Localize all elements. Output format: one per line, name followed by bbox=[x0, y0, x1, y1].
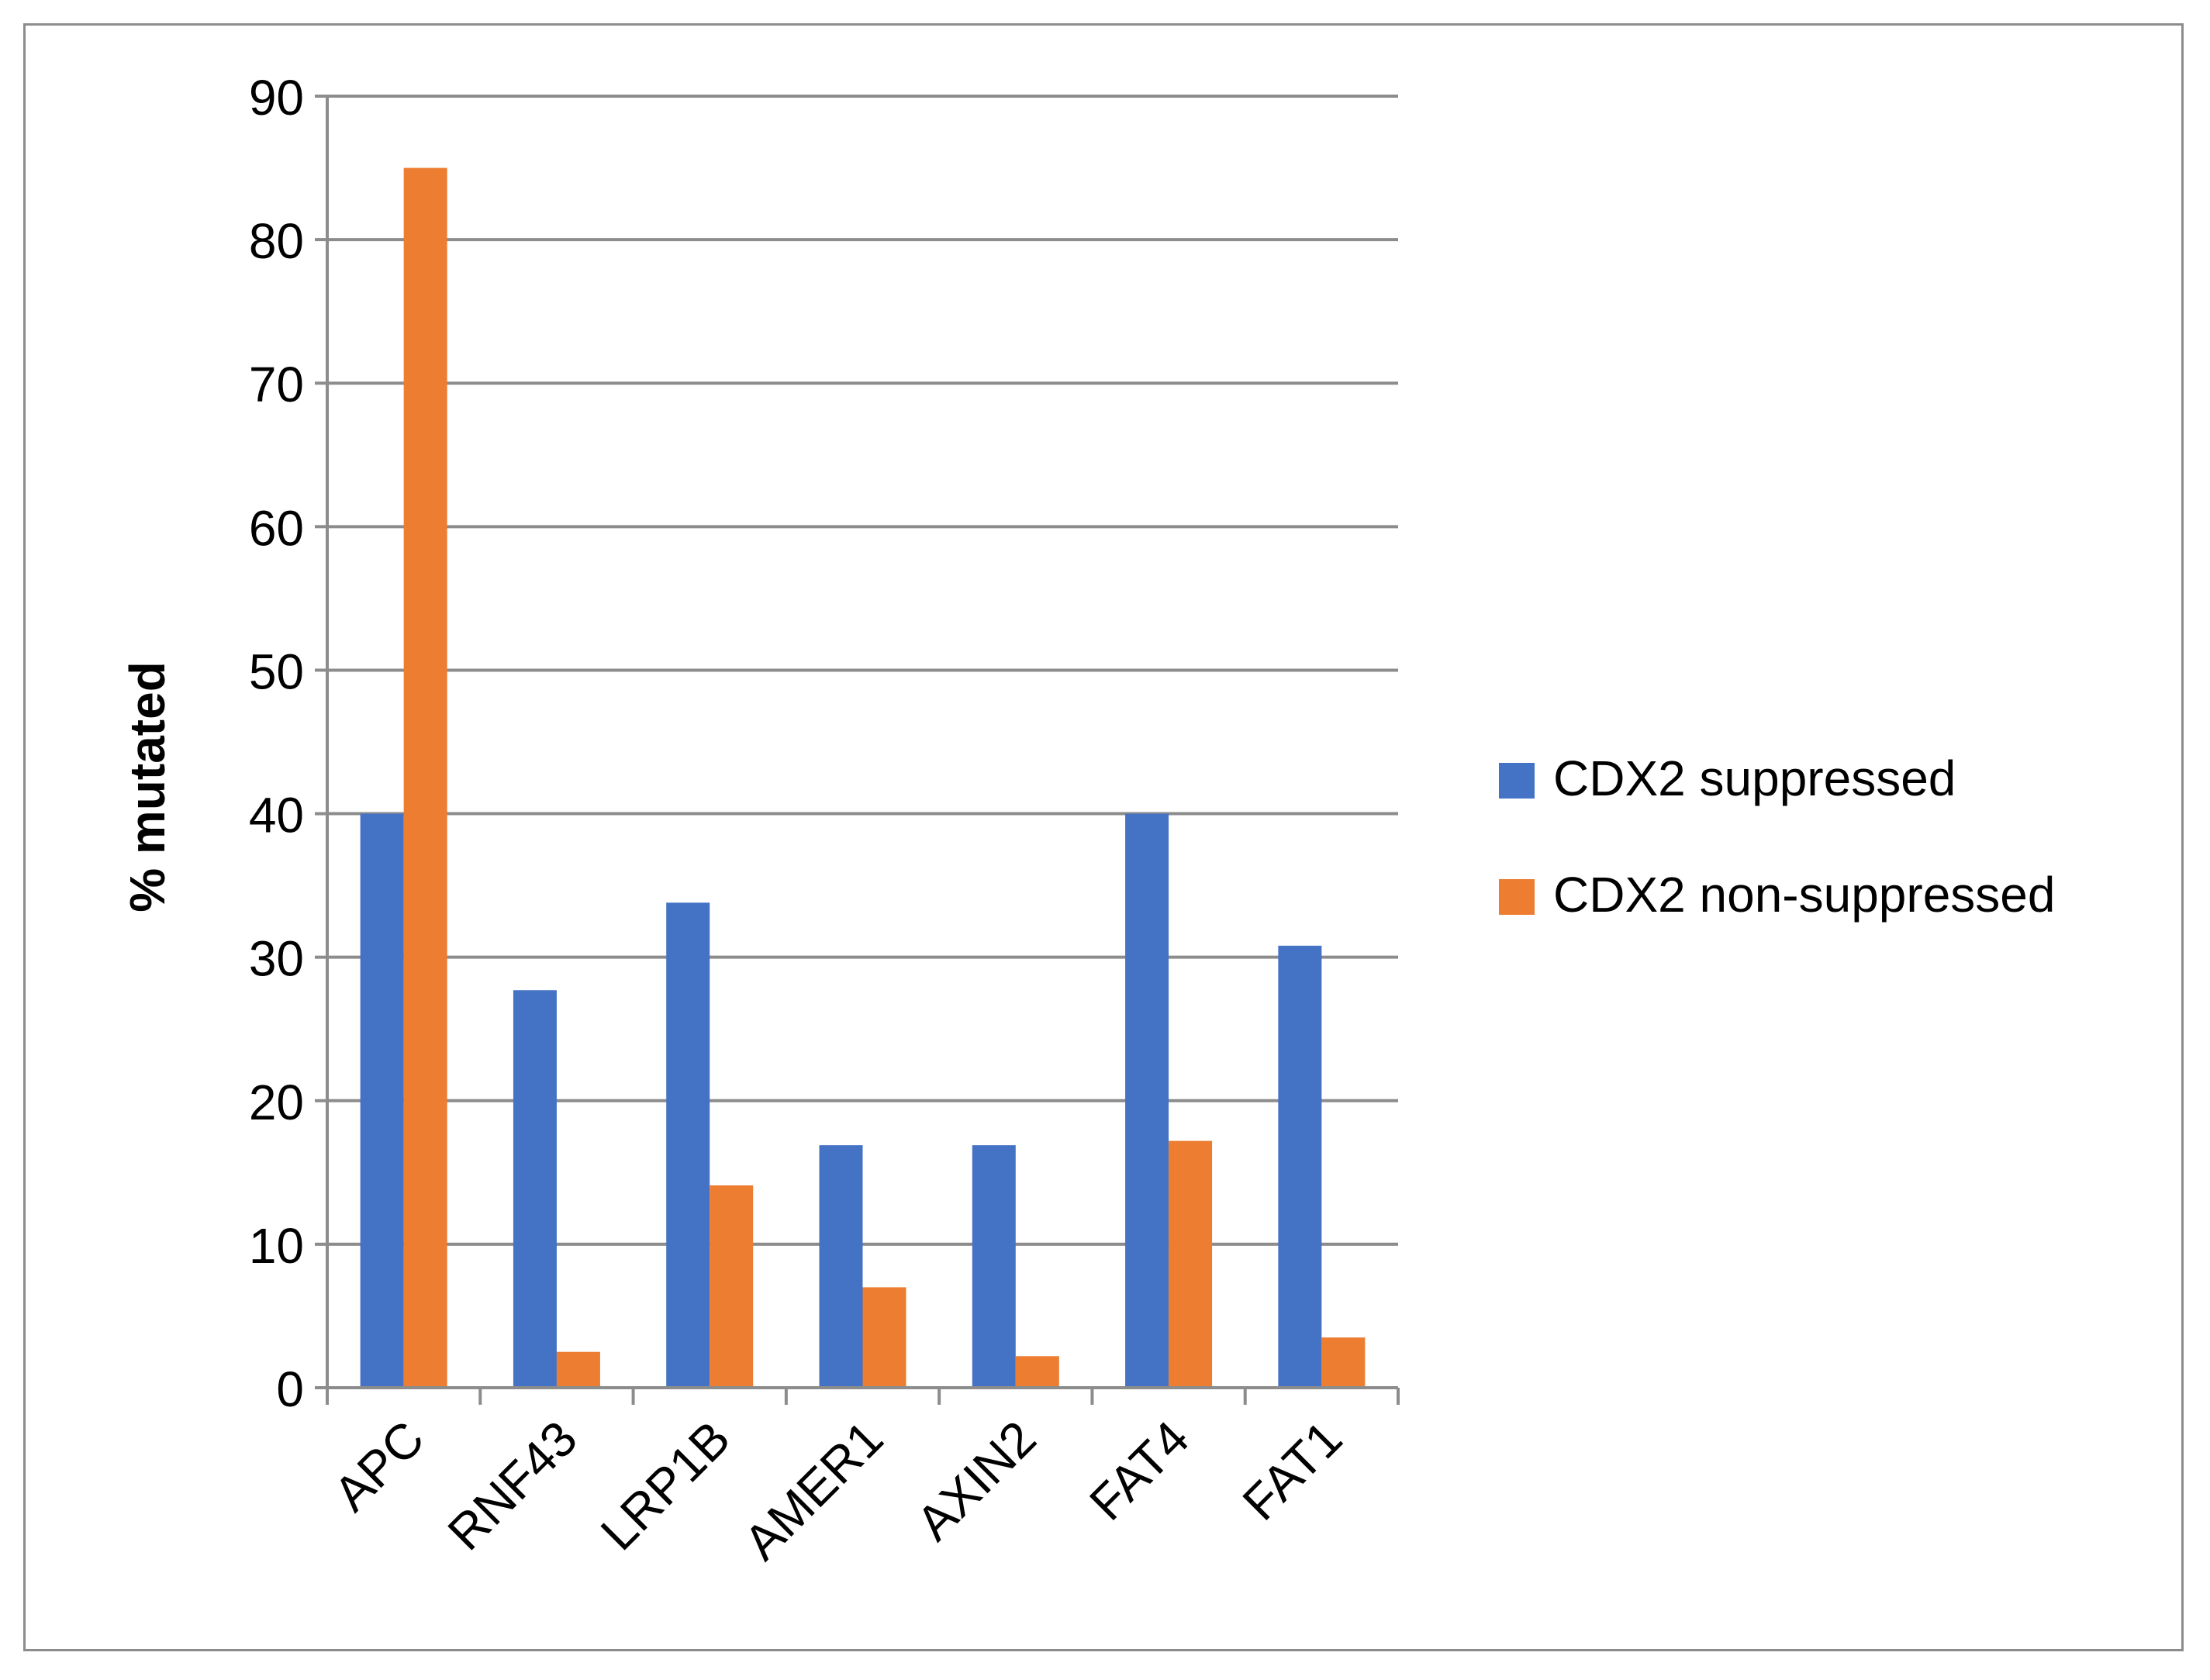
bar bbox=[513, 990, 557, 1388]
bar bbox=[1169, 1141, 1212, 1388]
x-tick-label: LRP1B bbox=[590, 1410, 741, 1561]
y-tick-labels: 0 10 20 30 40 50 60 70 80 90 bbox=[249, 70, 304, 1417]
y-tick-label: 60 bbox=[249, 500, 304, 556]
bar bbox=[361, 814, 404, 1388]
y-tick-label: 30 bbox=[249, 931, 304, 987]
x-tick-label: FAT1 bbox=[1232, 1410, 1353, 1531]
x-tick-label: AXIN2 bbox=[906, 1410, 1047, 1551]
bar bbox=[1125, 814, 1169, 1388]
bar bbox=[1278, 946, 1321, 1388]
legend: CDX2 suppressed CDX2 non-suppressed bbox=[1499, 750, 2055, 923]
bar bbox=[557, 1352, 600, 1388]
bars bbox=[361, 168, 1366, 1388]
x-tick-label: FAT4 bbox=[1079, 1410, 1200, 1531]
legend-swatch bbox=[1499, 879, 1535, 915]
bar bbox=[820, 1145, 863, 1388]
x-tick-label: AMER1 bbox=[734, 1410, 894, 1571]
y-axis-label: % mutated bbox=[119, 661, 175, 912]
x-tick-label: RNF43 bbox=[437, 1410, 588, 1561]
y-tick-label: 40 bbox=[249, 788, 304, 843]
gridlines bbox=[327, 96, 1398, 1244]
legend-label: CDX2 non-suppressed bbox=[1553, 867, 2055, 923]
bar bbox=[972, 1145, 1016, 1388]
bar bbox=[404, 168, 447, 1388]
legend-swatch bbox=[1499, 763, 1535, 799]
y-tick-label: 80 bbox=[249, 213, 304, 269]
y-tick-label: 50 bbox=[249, 643, 304, 699]
x-tick-label: APC bbox=[323, 1410, 435, 1522]
y-tick-label: 70 bbox=[249, 357, 304, 412]
bar bbox=[1321, 1337, 1365, 1388]
bar bbox=[710, 1185, 753, 1388]
y-tick-label: 0 bbox=[276, 1361, 304, 1417]
bar bbox=[863, 1287, 906, 1388]
y-tick-label: 10 bbox=[249, 1218, 304, 1274]
y-tick-label: 90 bbox=[249, 70, 304, 126]
bar bbox=[1016, 1356, 1059, 1388]
legend-label: CDX2 suppressed bbox=[1553, 750, 1956, 806]
y-tick-label: 20 bbox=[249, 1075, 304, 1130]
bar bbox=[666, 902, 710, 1388]
